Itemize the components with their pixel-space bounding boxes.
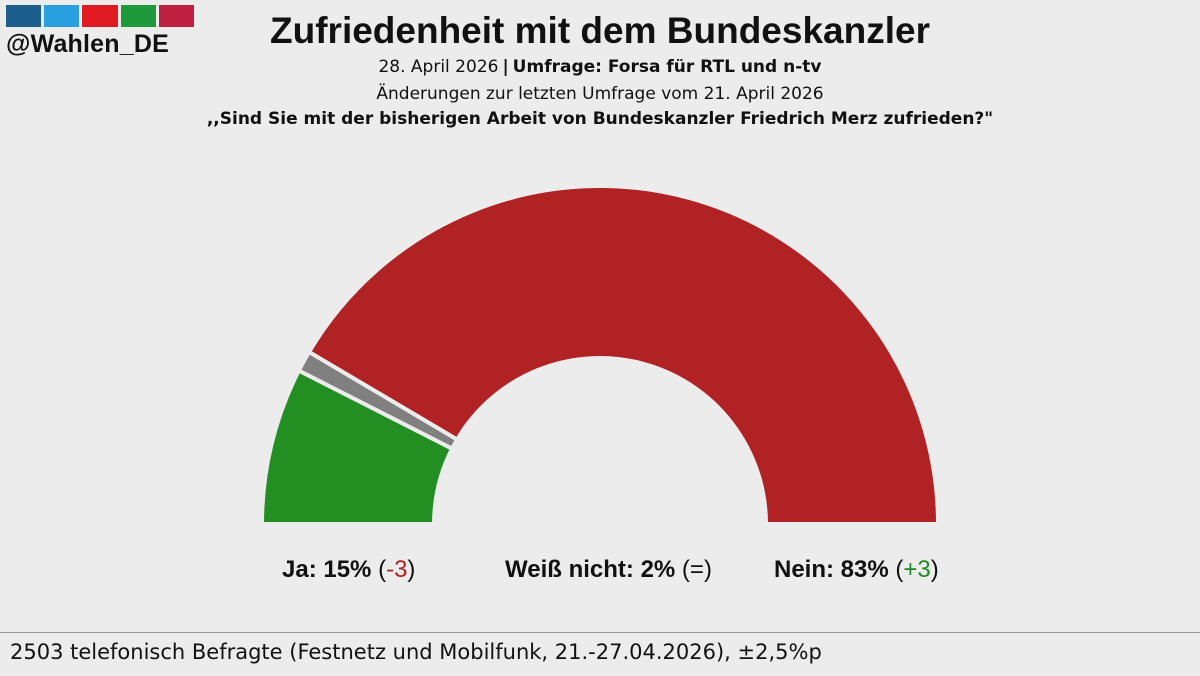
chart-title: Zufriedenheit mit dem Bundeskanzler (270, 10, 930, 51)
separator: | (502, 57, 509, 77)
logo-color-bars (6, 5, 195, 27)
poll-question: ,,Sind Sie mit der bisherigen Arbeit von… (206, 109, 994, 129)
logo-bar (44, 5, 80, 27)
legend-paren-open: ( (895, 556, 904, 583)
legend-paren-open: ( (378, 556, 387, 583)
legend-change: +3 (903, 556, 931, 583)
change-note: Änderungen zur letzten Umfrage vom 21. A… (376, 84, 824, 104)
poll-source: Umfrage: Forsa für RTL und n-tv (512, 57, 822, 77)
legend-label: Weiß nicht: (505, 556, 634, 583)
legend-item-nein: Nein: 83% (+3) (774, 556, 939, 584)
legend-label: Nein: (774, 556, 834, 583)
slice-nein (306, 184, 941, 526)
footer-note: 2503 telefonisch Befragte (Festnetz und … (10, 640, 822, 664)
poll-date: 28. April 2026 (378, 57, 499, 77)
subtitle-line: 28. April 2026 | Umfrage: Forsa für RTL un… (0, 57, 1200, 77)
legend-item-weiss-nicht: Weiß nicht: 2% (=) (505, 556, 712, 584)
brand-logo: @Wahlen_DE (6, 5, 195, 59)
legend-label: Ja: (282, 556, 317, 583)
legend-change: = (689, 556, 704, 583)
logo-bar (158, 5, 195, 27)
brand-handle: @Wahlen_DE (6, 30, 169, 58)
legend-value: 2% (640, 556, 676, 583)
legend-paren-close: ) (930, 556, 939, 583)
legend-item-ja: Ja: 15% (-3) (282, 556, 415, 584)
legend-change: -3 (386, 556, 408, 583)
legend-paren-open: ( (681, 556, 690, 583)
logo-bar (82, 5, 118, 27)
logo-bar (6, 5, 42, 27)
legend-paren-close: ) (407, 556, 416, 583)
legend-paren-close: ) (703, 556, 712, 583)
logo-bar (120, 5, 156, 27)
legend-value: 83% (840, 556, 889, 583)
legend-value: 15% (323, 556, 372, 583)
footer-divider (0, 632, 1200, 633)
